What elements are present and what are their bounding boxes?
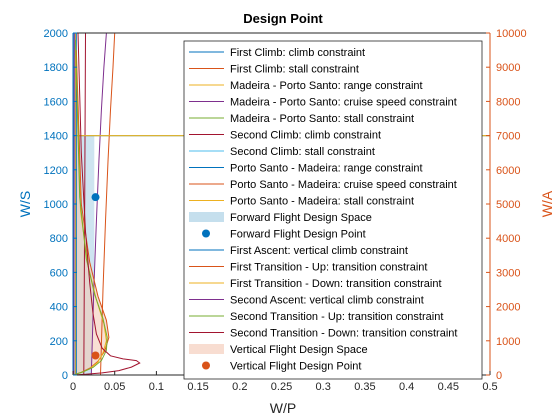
y-right-tick-label: 1000 — [496, 336, 520, 348]
y-right-tick-label: 7000 — [496, 131, 520, 143]
legend-entry: Madeira - Porto Santo: range constraint — [189, 80, 423, 92]
x-tick-label: 0.1 — [149, 381, 164, 393]
series-point-19 — [91, 351, 100, 360]
legend-entry: Porto Santo - Madeira: stall constraint — [189, 196, 414, 208]
legend-entry: Madeira - Porto Santo: cruise speed cons… — [189, 97, 457, 109]
y-right-tick-label: 2000 — [496, 302, 520, 314]
legend-label: Second Climb: stall constraint — [230, 146, 375, 158]
legend-label: First Transition - Down: transition cons… — [230, 278, 442, 290]
x-tick-label: 0.25 — [271, 381, 292, 393]
y-left-tick-label: 200 — [50, 336, 68, 348]
y-axis-label-left: W/S — [17, 191, 33, 217]
legend-point-swatch — [202, 361, 210, 370]
series-line-16 — [73, 39, 108, 375]
legend-label: Porto Santo - Madeira: stall constraint — [230, 196, 414, 208]
legend-entry: Madeira - Porto Santo: stall constraint — [189, 113, 414, 125]
x-tick-label: 0.05 — [104, 381, 125, 393]
legend-entry: First Climb: climb constraint — [189, 47, 365, 59]
legend-entry: First Transition - Down: transition cons… — [189, 278, 442, 290]
y-right-tick-label: 10000 — [496, 28, 527, 40]
legend-label: Porto Santo - Madeira: cruise speed cons… — [230, 179, 457, 191]
legend: First Climb: climb constraint First Climb… — [183, 40, 483, 380]
legend-label: Second Transition - Down: transition con… — [230, 328, 457, 340]
legend-entry: Vertical Flight Design Space — [189, 344, 368, 356]
legend-label: Second Ascent: vertical climb constraint — [230, 295, 424, 307]
legend-area-swatch — [189, 212, 224, 222]
legend-area-swatch — [189, 344, 224, 354]
legend-label: Porto Santo - Madeira: range constraint — [230, 163, 423, 175]
legend-entry: Forward Flight Design Space — [189, 212, 372, 224]
legend-point-swatch — [202, 229, 210, 238]
series-point-11 — [91, 193, 100, 202]
x-axis-label: W/P — [270, 400, 296, 416]
series-line-8 — [100, 33, 116, 375]
y-right-tick-label: 5000 — [496, 199, 520, 211]
legend-label: Second Transition - Up: transition const… — [230, 311, 443, 323]
y-right-tick-label: 0 — [496, 370, 502, 382]
y-left-tick-label: 2000 — [44, 28, 68, 40]
legend-label: First Climb: stall constraint — [230, 64, 359, 76]
y-right-tick-label: 6000 — [496, 165, 520, 177]
y-right-tick-label: 9000 — [496, 62, 520, 74]
series-line-17 — [73, 33, 141, 375]
legend-entry: Vertical Flight Design Point — [202, 361, 361, 373]
legend-entry: Second Ascent: vertical climb constraint — [189, 295, 424, 307]
legend-label: First Transition - Up: transition constr… — [230, 262, 427, 274]
x-tick-label: 0.2 — [232, 381, 247, 393]
legend-entry: First Climb: stall constraint — [189, 64, 359, 76]
legend-label: Forward Flight Design Space — [230, 212, 372, 224]
axes: 0 0.05 0.1 0.15 0.2 0.25 0.3 0.35 0.4 0.45 0.50200… — [44, 28, 527, 393]
y-left-tick-label: 800 — [50, 233, 68, 245]
y-right-tick-label: 8000 — [496, 96, 520, 108]
x-tick-label: 0.15 — [187, 381, 208, 393]
y-left-tick-label: 1400 — [44, 131, 68, 143]
y-left-tick-label: 1600 — [44, 96, 68, 108]
series-line-5 — [83, 33, 86, 375]
legend-label: First Ascent: vertical climb constraint — [230, 245, 408, 257]
x-tick-label: 0.3 — [316, 381, 331, 393]
x-tick-label: 0.5 — [482, 381, 497, 393]
chart-title: Design Point — [243, 11, 323, 26]
legend-entry: First Ascent: vertical climb constraint — [189, 245, 408, 257]
y-left-tick-label: 1000 — [44, 199, 68, 211]
y-left-tick-label: 400 — [50, 302, 68, 314]
legend-label: Madeira - Porto Santo: cruise speed cons… — [230, 97, 457, 109]
legend-label: Madeira - Porto Santo: range constraint — [230, 80, 423, 92]
y-right-tick-label: 4000 — [496, 233, 520, 245]
legend-entry: Second Climb: climb constraint — [189, 130, 381, 142]
legend-label: Second Climb: climb constraint — [230, 130, 381, 142]
legend-label: Vertical Flight Design Point — [230, 361, 361, 373]
x-tick-label: 0.4 — [399, 381, 414, 393]
legend-entry: Second Transition - Down: transition con… — [189, 328, 457, 340]
legend-entry: Porto Santo - Madeira: range constraint — [189, 163, 423, 175]
y-right-tick-label: 3000 — [496, 267, 520, 279]
legend-label: Vertical Flight Design Space — [230, 344, 368, 356]
y-axis-label-right: W/A — [539, 190, 555, 217]
y-left-tick-label: 600 — [50, 267, 68, 279]
legend-label: First Climb: climb constraint — [230, 47, 365, 59]
legend-entry: Second Transition - Up: transition const… — [189, 311, 443, 323]
y-left-tick-label: 1800 — [44, 62, 68, 74]
x-tick-label: 0.45 — [438, 381, 459, 393]
legend-entry: Forward Flight Design Point — [202, 229, 366, 241]
legend-label: Madeira - Porto Santo: stall constraint — [230, 113, 414, 125]
legend-entry: First Transition - Up: transition constr… — [189, 262, 427, 274]
y-left-tick-label: 0 — [62, 370, 68, 382]
legend-box — [183, 40, 483, 380]
y-left-tick-label: 1200 — [44, 165, 68, 177]
x-tick-label: 0 — [70, 381, 76, 393]
legend-entry: Second Climb: stall constraint — [189, 146, 375, 158]
legend-label: Forward Flight Design Point — [230, 229, 366, 241]
series-area-18 — [73, 33, 109, 375]
legend-entry: Porto Santo - Madeira: cruise speed cons… — [189, 179, 457, 191]
x-tick-label: 0.35 — [354, 381, 375, 393]
